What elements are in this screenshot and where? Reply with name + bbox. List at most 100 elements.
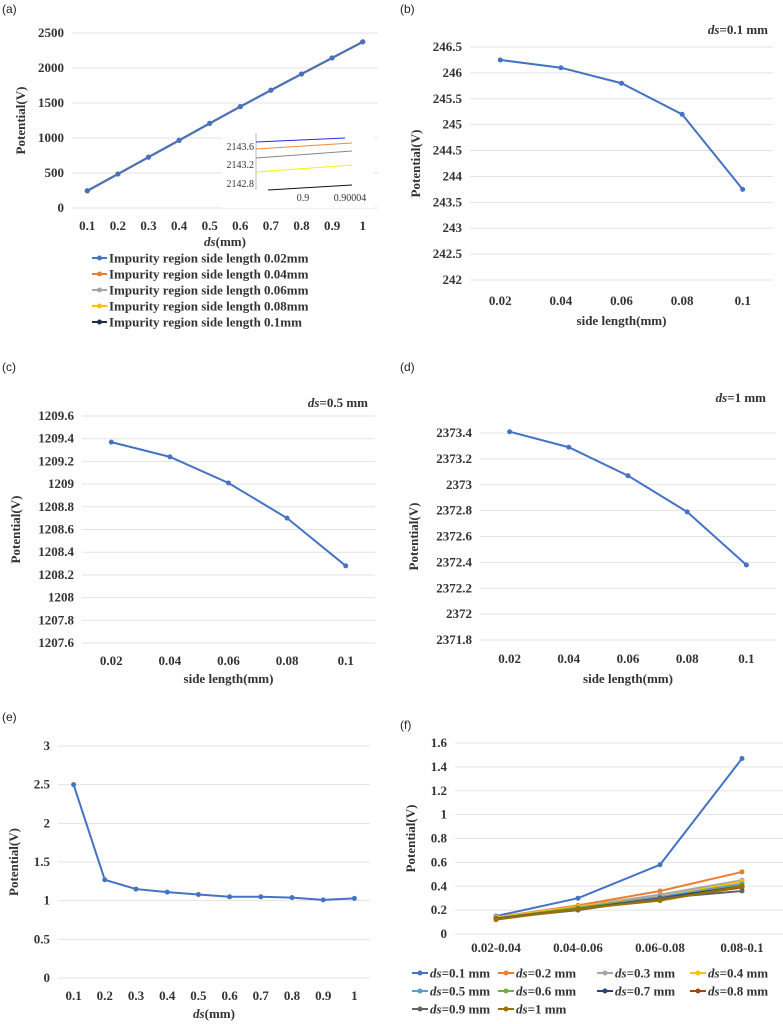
y-tick-label: 1.4	[431, 759, 448, 774]
x-tick-label: 0.1	[65, 988, 81, 1003]
x-tick-label: 0.3	[128, 988, 145, 1003]
y-tick-label: 0.5	[34, 931, 51, 946]
y-tick-label: 1208.2	[38, 567, 74, 582]
inset-x-tick-label: 0.90004	[334, 193, 367, 204]
y-tick-label: 1.5	[34, 854, 51, 869]
y-tick-label: 1208.6	[38, 522, 74, 537]
legend-marker	[503, 1006, 509, 1012]
data-point	[657, 898, 663, 904]
y-tick-label: 1208.4	[38, 544, 74, 559]
y-tick-label: 1000	[38, 130, 64, 145]
y-tick-label: 1207.6	[38, 635, 74, 650]
data-point	[739, 883, 745, 889]
x-tick-label: 0.08	[276, 653, 299, 668]
y-tick-label: 1.6	[431, 735, 448, 750]
y-tick-label: 246.5	[433, 39, 463, 54]
y-tick-label: 243.5	[433, 194, 463, 209]
x-tick-label: 0.06	[217, 653, 240, 668]
y-axis-label: Potential(V)	[13, 87, 28, 155]
x-tick-label: 0.9	[315, 988, 332, 1003]
data-point	[507, 429, 513, 435]
data-point	[558, 65, 564, 71]
legend-marker	[97, 255, 102, 261]
y-axis-label: Potential(V)	[403, 805, 418, 873]
data-point	[740, 186, 746, 192]
panel-label-b: (b)	[400, 2, 415, 16]
legend-label: ds=0.3 mm	[615, 966, 675, 981]
data-point	[146, 154, 151, 160]
inset-series-line	[267, 184, 353, 191]
legend-label: ds=0.2 mm	[516, 966, 576, 981]
inset-y-tick-label: 2143.2	[227, 160, 255, 171]
x-tick-label: 0.7	[263, 218, 280, 233]
data-point	[619, 80, 624, 86]
inset-series-line	[255, 137, 346, 143]
x-tick-label: 1	[351, 988, 358, 1003]
x-tick-label: 0.02	[100, 653, 123, 668]
legend-label: Impurity region side length 0.1mm	[109, 315, 302, 330]
x-axis-label: side length(mm)	[583, 671, 673, 686]
y-tick-label: 1	[44, 893, 51, 908]
legend-marker	[695, 988, 701, 994]
chart-b: 242 242.5 243 243.5 244 244.5 245 245.5 246 246.5…	[408, 22, 773, 328]
legend-label: Impurity region side length 0.02mm	[109, 251, 309, 266]
inset-series-line	[255, 142, 353, 150]
data-point	[108, 439, 114, 445]
y-axis-label: Potential(V)	[6, 828, 21, 896]
legend-label: ds=0.7 mm	[615, 984, 675, 999]
panel-label-a: (a)	[2, 2, 17, 16]
x-tick-label: 0.08-0.1	[720, 940, 763, 955]
x-tick-label: 0.1	[738, 651, 754, 666]
series-line	[509, 430, 748, 566]
y-tick-label: 1	[441, 807, 448, 822]
data-point	[164, 889, 170, 895]
y-tick-label: 2372.6	[436, 529, 472, 544]
data-point	[289, 895, 295, 901]
y-tick-label: 0.2	[431, 902, 447, 917]
data-point	[226, 480, 231, 486]
inset-background	[222, 128, 374, 208]
legend-label: ds=0.6 mm	[516, 984, 576, 999]
y-tick-label: 2373.2	[436, 451, 472, 466]
y-tick-label: 500	[45, 165, 65, 180]
data-point	[566, 444, 572, 450]
legend-marker	[602, 988, 608, 994]
data-point	[679, 111, 685, 117]
y-tick-label: 243	[443, 220, 463, 235]
x-tick-label: 0.3	[140, 218, 157, 233]
data-point	[133, 886, 139, 892]
panel-label-d: (d)	[400, 360, 415, 374]
data-point	[268, 87, 274, 93]
x-tick-label: 0.02	[498, 651, 521, 666]
x-tick-label: 0.6	[221, 988, 238, 1003]
chart-annotation: ds=1 mm	[716, 390, 767, 405]
x-tick-label: 0.2	[97, 988, 113, 1003]
legend-marker	[417, 1006, 423, 1012]
legend-label: Impurity region side length 0.08mm	[109, 299, 309, 314]
y-tick-label: 242	[443, 272, 463, 287]
series-line	[72, 784, 355, 901]
data-point	[739, 869, 745, 875]
x-tick-label: 0.9	[324, 218, 341, 233]
x-tick-label: 0.4	[171, 218, 188, 233]
y-tick-label: 2373.4	[436, 425, 472, 440]
legend-marker	[602, 970, 608, 976]
y-tick-label: 1208.8	[38, 499, 74, 514]
data-point	[167, 454, 173, 460]
y-tick-label: 0	[44, 970, 51, 985]
data-point	[320, 897, 326, 903]
chart-a: 0 500 1000 1500 2000 2500 0.1 0.2 0.3 0.4 0.5 0.6 0.…	[13, 25, 378, 330]
data-point	[115, 171, 121, 177]
x-axis-label: side length(mm)	[577, 313, 667, 328]
x-tick-label: 0.1	[338, 653, 354, 668]
y-tick-label: 1209.6	[38, 408, 74, 423]
data-point	[684, 509, 690, 515]
x-tick-label: 0.08	[676, 651, 699, 666]
data-point	[739, 756, 745, 762]
y-tick-label: 244.5	[433, 143, 463, 158]
x-tick-label: 0.2	[110, 218, 126, 233]
y-tick-label: 2372.4	[436, 554, 472, 569]
chart-d: 2371.8 2372 2372.2 2372.4 2372.6 2372.8 2373 23…	[406, 390, 776, 686]
x-tick-label: 0.1	[735, 293, 751, 308]
legend-label: Impurity region side length 0.06mm	[109, 283, 309, 298]
